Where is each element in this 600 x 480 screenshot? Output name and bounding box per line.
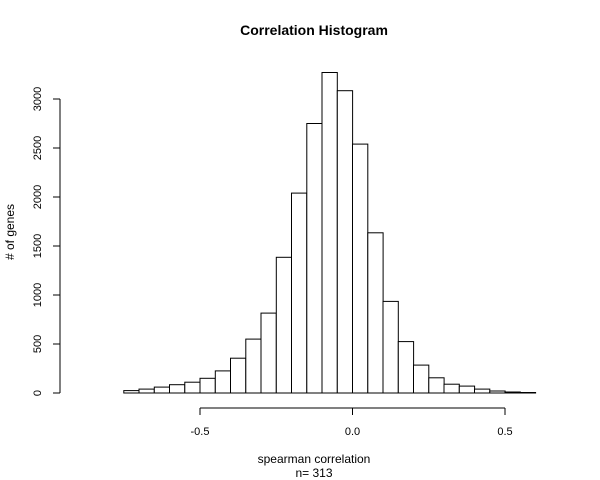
histogram-bar	[413, 364, 430, 394]
histogram-bar	[336, 90, 354, 394]
histogram-bar	[458, 385, 476, 394]
bars-group	[123, 72, 537, 394]
y-tick-label: 2000	[32, 185, 44, 209]
x-tick-label: 0.0	[345, 426, 360, 438]
histogram-bar	[306, 123, 323, 394]
histogram-bar	[382, 300, 399, 394]
histogram-bar	[428, 377, 445, 394]
y-axis: 0 500 1000 1500 2000 2500 3000	[32, 87, 61, 396]
y-tick-label: 3000	[32, 87, 44, 111]
histogram-bar	[504, 391, 521, 394]
histogram-bar	[230, 357, 247, 394]
histogram-bar	[519, 392, 537, 394]
x-tick-label: -0.5	[191, 426, 210, 438]
histogram-bar	[123, 390, 140, 394]
histogram-bar	[199, 377, 216, 394]
x-tick-label: 0.5	[497, 426, 512, 438]
y-tick-label: 2500	[32, 136, 44, 160]
y-axis-label: # of genes	[3, 204, 17, 260]
histogram-bar	[245, 338, 262, 394]
histogram-bar	[352, 143, 369, 394]
histogram-bar	[367, 232, 384, 394]
histogram-bar	[321, 72, 338, 394]
y-tick-label: 0	[32, 390, 44, 396]
x-axis-label: spearman correlation	[258, 452, 371, 466]
histogram-bar	[474, 388, 491, 394]
histogram-bar	[214, 370, 232, 394]
y-tick-label: 1000	[32, 283, 44, 307]
y-tick-label: 1500	[32, 234, 44, 258]
histogram-bar	[138, 388, 155, 394]
chart-title: Correlation Histogram	[240, 22, 388, 38]
histogram-bar	[260, 312, 277, 394]
histogram-bar	[489, 390, 506, 394]
histogram-bar	[153, 386, 171, 394]
x-axis-subtitle: n= 313	[295, 466, 332, 480]
x-axis: -0.5 0.0 0.5	[191, 407, 513, 438]
histogram-bar	[291, 192, 308, 394]
histogram-bar	[443, 383, 460, 394]
histogram-bar	[275, 256, 293, 394]
histogram-bar	[169, 384, 186, 394]
y-tick-label: 500	[32, 335, 44, 353]
histogram-bar	[184, 381, 201, 394]
histogram-bar	[397, 341, 415, 394]
